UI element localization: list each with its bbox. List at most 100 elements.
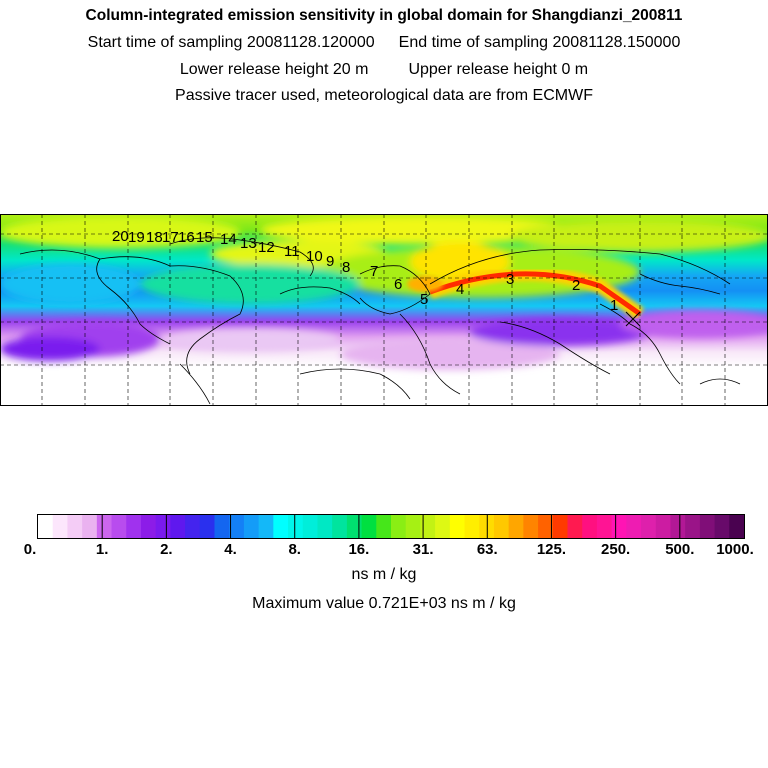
colorbar-tick-label: 2.	[160, 541, 173, 558]
traj-label-10: 10	[306, 248, 323, 265]
colorbar-dividers	[101, 515, 681, 538]
traj-label-16: 16	[178, 229, 195, 246]
colorbar-cell	[111, 515, 127, 538]
colorbar-cell	[140, 515, 157, 538]
colorbar-cell	[332, 515, 348, 538]
colorbar-cell	[405, 515, 422, 538]
colorbar-cell	[449, 515, 466, 538]
colorbar-cell	[464, 515, 480, 538]
traj-label-14: 14	[220, 231, 237, 248]
coastlines	[19, 237, 741, 405]
colorbar-tick-label: 125.	[537, 541, 566, 558]
colorbar-cell	[96, 515, 113, 538]
lat-lon-grid	[1, 215, 767, 405]
colorbar-cell	[596, 515, 613, 538]
colorbar-cell	[82, 515, 98, 538]
end-time-label: End time of sampling 20081128.150000	[398, 34, 681, 51]
colorbar-cell	[435, 515, 451, 538]
colorbar-cell	[317, 515, 333, 538]
colorbar-frame	[37, 514, 745, 539]
colorbar-cell	[185, 515, 201, 538]
traj-label-6: 6	[394, 276, 402, 293]
colorbar-tick-label: 31.	[413, 541, 434, 558]
colorbar-cells	[38, 515, 745, 538]
colorbar-tick-label: 0.	[24, 541, 37, 558]
upper-release-label: Upper release height 0 m	[408, 61, 589, 78]
release-height-line: Lower release height 20 m Upper release h…	[0, 61, 768, 79]
colorbar-tick-label: 16.	[348, 541, 369, 558]
traj-label-9: 9	[326, 253, 334, 270]
colorbar-cell	[229, 515, 245, 538]
traj-label-18: 18	[146, 229, 163, 246]
colorbar-tick-label: 500.	[665, 541, 694, 558]
traj-label-11: 11	[284, 243, 300, 260]
station-marker	[625, 311, 641, 327]
colorbar-tick-label: 63.	[477, 541, 498, 558]
sensitivity-field: 20 19 18 17 16 15 14 13 12 11 10 9 8 7 6…	[1, 215, 767, 405]
traj-label-1: 1	[610, 297, 618, 314]
traj-label-13: 13	[240, 235, 257, 252]
colorbar-cell	[611, 515, 627, 538]
traj-label-2: 2	[572, 277, 580, 294]
colorbar-tick-label: 4.	[224, 541, 237, 558]
colorbar-tick-label: 1.	[96, 541, 109, 558]
maximum-value-label: Maximum value 0.721E+03 ns m / kg	[252, 595, 516, 612]
colorbar-cell	[376, 515, 392, 538]
colorbar-unit-label: ns m / kg	[351, 566, 417, 583]
colorbar-cell	[346, 515, 363, 538]
colorbar-cell	[729, 515, 745, 538]
colorbar-cell	[273, 515, 289, 538]
colorbar-cell	[670, 515, 686, 538]
colorbar-cell	[655, 515, 672, 538]
colorbar-cell	[552, 515, 569, 538]
colorbar-cell	[685, 515, 701, 538]
colorbar-cell	[699, 515, 716, 538]
colorbar-cell	[155, 515, 171, 538]
colorbar-tick-label: 1000.	[716, 541, 754, 558]
tracer-info-label: Passive tracer used, meteorological data…	[175, 87, 593, 104]
colorbar-cell	[361, 515, 377, 538]
trajectory-path	[429, 271, 642, 317]
colorbar-cell	[626, 515, 642, 538]
traj-label-4: 4	[456, 281, 464, 298]
colorbar-cell	[67, 515, 83, 538]
colorbar-cell	[38, 515, 54, 538]
colorbar-cell	[199, 515, 216, 538]
traj-label-3: 3	[506, 271, 514, 288]
colorbar-cell	[493, 515, 510, 538]
sampling-time-line: Start time of sampling 20081128.120000 En…	[0, 34, 768, 52]
colorbar-cell	[508, 515, 524, 538]
colorbar-cell	[391, 515, 407, 538]
traj-label-15: 15	[196, 229, 213, 246]
colorbar-cell	[214, 515, 230, 538]
colorbar-cell	[258, 515, 274, 538]
colorbar-cell	[420, 515, 436, 538]
colorbar-cell	[288, 515, 304, 538]
colorbar-cell	[302, 515, 319, 538]
colorbar-cell	[538, 515, 554, 538]
trajectory-labels: 20 19 18 17 16 15 14 13 12 11 10 9 8 7 6…	[112, 228, 618, 314]
colorbar-cell	[52, 515, 69, 538]
sensitivity-map: 20 19 18 17 16 15 14 13 12 11 10 9 8 7 6…	[0, 214, 768, 406]
colorbar-tick-label: 8.	[288, 541, 301, 558]
traj-label-12: 12	[258, 239, 275, 256]
lower-release-label: Lower release height 20 m	[179, 61, 369, 78]
colorbar-cell	[126, 515, 142, 538]
colorbar-cell	[641, 515, 657, 538]
start-time-label: Start time of sampling 20081128.120000	[87, 34, 375, 51]
colorbar-cell	[523, 515, 539, 538]
traj-label-20: 20	[112, 228, 129, 245]
colorbar-tick-labels: 0. 1. 2. 4. 8. 16. 31. 63. 125. 250. 500. 1000.	[24, 541, 754, 558]
colorbar: 0. 1. 2. 4. 8. 16. 31. 63. 125. 250. 500. 1000.	[24, 514, 754, 558]
traj-label-5: 5	[420, 291, 428, 308]
colorbar-cell	[567, 515, 583, 538]
colorbar-cell	[714, 515, 730, 538]
colorbar-cell	[170, 515, 186, 538]
traj-label-19: 19	[128, 229, 145, 246]
colorbar-tick-label: 250.	[601, 541, 630, 558]
colorbar-cell	[582, 515, 598, 538]
colorbar-cell	[243, 515, 260, 538]
traj-label-7: 7	[370, 263, 378, 280]
traj-label-17: 17	[162, 229, 179, 246]
traj-label-8: 8	[342, 259, 350, 276]
